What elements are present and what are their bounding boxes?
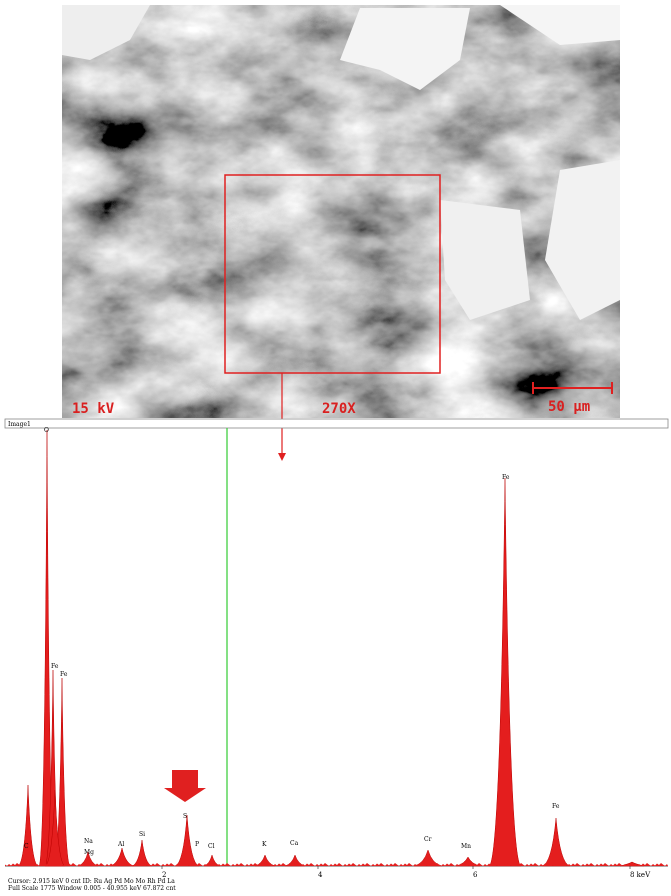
x-tick-label: 4 (318, 871, 323, 879)
peak-label: Cr (424, 836, 432, 843)
page: 15 kV 270X 50 µm Image1 Cursor: 2.915 ke… (0, 0, 671, 896)
x-tick-label: 6 (473, 871, 478, 879)
peak (542, 818, 570, 866)
peak-label: Ca (290, 840, 299, 847)
peak-label: O (44, 427, 49, 434)
x-tick-label: 8 keV (630, 871, 651, 879)
spectrum-header (5, 419, 668, 428)
peak-label: Si (139, 831, 145, 838)
marker-arrow (164, 770, 206, 802)
peak-label: Na (84, 838, 93, 845)
peak (414, 850, 442, 866)
background-noise (5, 863, 668, 866)
peak-label: Fe (552, 803, 560, 810)
cursor-info: Cursor: 2.915 keV 0 cnt ID: Ru Ag Pd Mo … (8, 878, 175, 885)
pointer-head (278, 453, 286, 461)
peak-label: K (262, 841, 267, 848)
peak-label: C (24, 843, 29, 850)
peak-label: Fe (60, 671, 68, 678)
x-tick-label: 2 (162, 871, 166, 879)
peak-label: Mg (84, 849, 94, 856)
peak-label: Fe (502, 474, 510, 481)
peak-label: Al (117, 841, 124, 848)
scale-label: 50 µm (548, 399, 590, 415)
peak (132, 840, 152, 866)
voltage: 15 kV (72, 401, 115, 417)
magnification: 270X (322, 401, 356, 417)
sem-image: 15 kV 270X 50 µm (62, 5, 620, 461)
peak (489, 478, 521, 866)
peak-label: Fe (51, 663, 59, 670)
peak-label: P (195, 841, 199, 848)
sem-texture (62, 5, 620, 418)
peak (285, 855, 305, 866)
footer-info: Full Scale 1775 Window 0.005 - 40.955 ke… (8, 885, 176, 892)
spectrum: Image1 Cursor: 2.915 keV 0 cnt ID: Ru Ag… (5, 419, 668, 892)
peak (18, 785, 38, 866)
spectrum-title: Image1 (8, 421, 31, 428)
peak-label: Cl (208, 843, 215, 850)
peak (110, 848, 134, 866)
peak-label: Mn (461, 843, 471, 850)
peak-label: S (183, 813, 187, 820)
